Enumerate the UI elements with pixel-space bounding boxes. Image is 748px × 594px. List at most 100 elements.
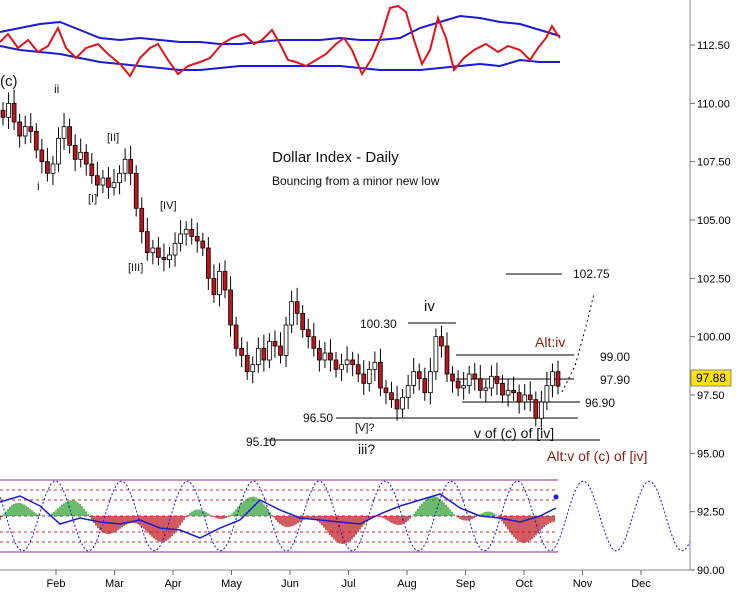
last-price-tag: 97.88	[696, 371, 726, 385]
candle-body	[428, 371, 433, 394]
wave-label-III-bracket: [III]	[128, 262, 143, 274]
x-tick-label: Oct	[515, 578, 532, 590]
x-tick-label: Feb	[47, 578, 66, 590]
candle-body	[455, 380, 461, 389]
candle-body	[300, 312, 306, 331]
y-tick-label: 102.50	[697, 273, 731, 285]
y-tick-label: 107.50	[697, 157, 731, 169]
candle-body	[361, 373, 367, 384]
candle-body	[311, 336, 317, 349]
candle-body	[156, 247, 161, 258]
candle-body	[477, 378, 483, 391]
candle-body	[206, 247, 211, 279]
candle-body	[550, 371, 555, 387]
y-tick-label: 92.50	[697, 507, 725, 519]
candle-body	[350, 359, 355, 366]
candle-body	[533, 399, 539, 419]
candle-body	[322, 352, 328, 361]
candle-body	[239, 347, 244, 356]
candle-body	[6, 102, 11, 118]
wave-label-ii: ii	[54, 82, 59, 96]
projection-path	[561, 293, 595, 393]
candle-body	[222, 270, 228, 291]
candle-body	[22, 126, 28, 137]
candle-body	[511, 389, 516, 394]
annotation-alt-iv: Alt:iv	[535, 334, 565, 350]
upper-oscillator-line	[0, 4, 561, 78]
candle-body	[128, 158, 133, 174]
candle-body	[366, 368, 372, 384]
candle-body	[272, 340, 278, 347]
candle-body	[233, 324, 239, 349]
wave-label-II-bracket: [II]	[107, 132, 119, 144]
wave-label-iv: iv	[424, 298, 435, 315]
level-label-102-75: 102.75	[573, 267, 610, 281]
candle-body	[372, 361, 378, 370]
lower-oscillator-panel	[0, 479, 691, 553]
chart-subtitle: Bouncing from a minor new low	[272, 174, 440, 188]
candle-body	[378, 361, 383, 389]
candle-body	[183, 228, 189, 235]
candle-body	[516, 392, 522, 403]
candle-body	[95, 175, 100, 186]
y-tick-label: 105.00	[697, 215, 731, 227]
x-tick-label: Apr	[164, 578, 181, 590]
candle-body	[106, 177, 111, 188]
candle-body	[344, 359, 350, 366]
candle-body	[255, 347, 261, 366]
candle-body	[466, 373, 472, 387]
y-tick-label: 97.50	[697, 390, 725, 402]
candle-body	[472, 373, 478, 380]
candle-body	[33, 130, 39, 151]
lower-band-line	[0, 45, 560, 71]
wave-label-V-bracket: [V]?	[355, 422, 375, 434]
candle-body	[317, 347, 322, 361]
wave-label-iii: iii?	[358, 441, 375, 457]
level-label-96-50: 96.50	[303, 411, 333, 425]
candlestick-series	[0, 89, 561, 430]
x-tick-label: Jul	[341, 578, 355, 590]
candle-body	[228, 289, 233, 326]
wave-label-c: (c)	[0, 73, 18, 90]
candle-body	[83, 151, 89, 165]
candle-body	[411, 371, 417, 387]
candle-body	[461, 385, 466, 389]
candle-body	[433, 336, 439, 373]
candle-body	[111, 182, 117, 188]
candle-body	[11, 102, 17, 123]
candle-body	[405, 385, 411, 398]
candle-body	[450, 373, 455, 382]
candle-body	[189, 228, 195, 237]
x-tick-label: May	[221, 578, 242, 590]
x-axis: Feb Mar Apr May Jun Jul Aug Sep Oct Nov Dec	[47, 570, 651, 590]
candle-body	[283, 324, 289, 356]
candle-body	[67, 126, 72, 146]
candle-body	[28, 126, 34, 132]
y-tick-label: 100.00	[697, 332, 731, 344]
wave-label-i: i	[37, 179, 40, 193]
candle-body	[394, 399, 400, 410]
candle-body	[522, 394, 528, 403]
candle-body	[133, 172, 139, 209]
level-label-100-30: 100.30	[360, 317, 397, 331]
x-tick-label: Dec	[631, 578, 651, 590]
candle-body	[544, 385, 550, 403]
y-tick-label: 110.00	[697, 98, 730, 110]
oscillator-smooth-line	[0, 493, 557, 539]
candle-body	[278, 345, 283, 356]
candle-body	[139, 207, 145, 233]
upper-oscillator-panel	[0, 4, 561, 78]
level-label-99-00: 99.00	[600, 350, 630, 364]
candle-body	[289, 301, 294, 326]
candle-body	[167, 254, 172, 261]
candle-body	[339, 364, 344, 370]
candle-body	[267, 340, 272, 361]
candle-body	[45, 161, 50, 174]
chart-title: Dollar Index - Daily	[272, 149, 399, 166]
candle-body	[383, 387, 389, 394]
candle-body	[333, 359, 339, 370]
candle-body	[117, 172, 122, 184]
candle-body	[305, 329, 311, 338]
x-tick-label: Mar	[105, 578, 124, 590]
level-label-96-90: 96.90	[585, 396, 615, 410]
